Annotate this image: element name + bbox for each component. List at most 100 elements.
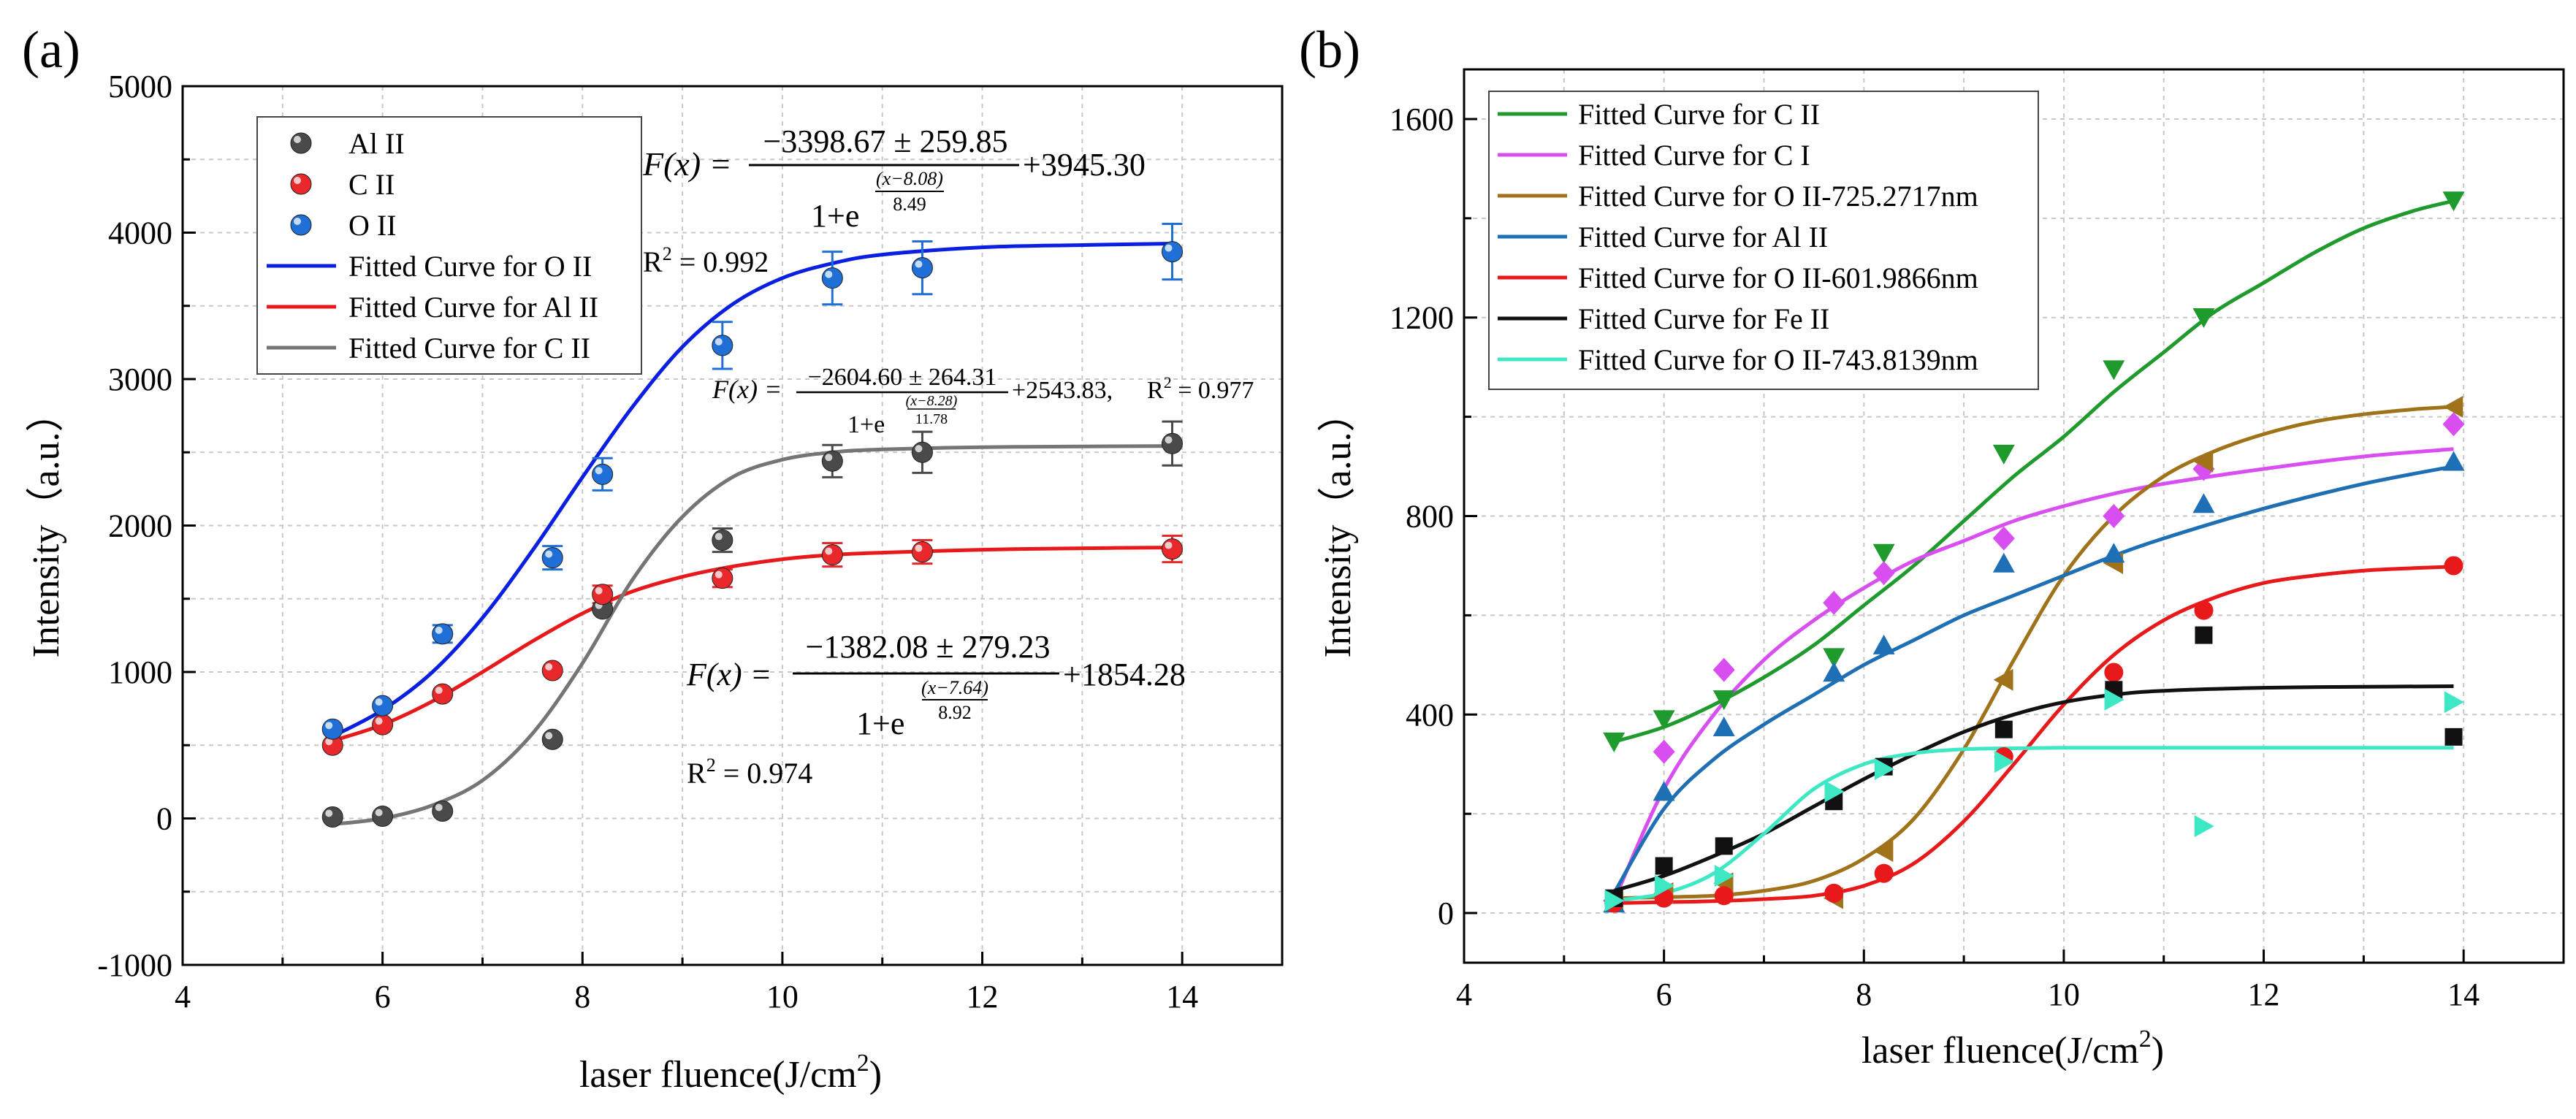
eq3-prefix: F(x) = <box>686 657 771 692</box>
panel-a-al-ii-point-highlight <box>715 532 723 541</box>
panel-b-legend-fitted-curve-for-o-ii-725-2717nm-label: Fitted Curve for O II-725.2717nm <box>1578 180 1978 213</box>
panel-b-ticks: 4 6 8 10 12 14 0 400 800 1200 1600 <box>1390 102 2565 1012</box>
panel-a-c-ii-point-body <box>1162 538 1183 560</box>
eq3-exponent-top: (x−7.64) <box>921 677 988 698</box>
panel-b-fitted-curve-for-c-ii-line <box>1613 199 2455 744</box>
panel-b-y-tick-label: 400 <box>1406 697 1454 733</box>
panel-a-o-ii-point-highlight <box>545 550 553 558</box>
panel-a-al-ii-point <box>1162 432 1183 454</box>
panel-a-c-ii-point-body <box>712 568 733 589</box>
panel-a-al-ii-point-highlight <box>375 809 383 817</box>
panel-a-legend-c-ii-label: C II <box>348 168 395 201</box>
panel-a-al-ii-point <box>541 728 563 750</box>
panel-b-fitted-curve-for-c-i-point <box>1653 739 1675 764</box>
panel-a-c-ii-point <box>911 541 933 563</box>
panel-a-y-tick-label: 1000 <box>108 654 172 690</box>
panel-a-legend-c-ii-swatch <box>290 173 312 195</box>
panel-b-fitted-curve-for-o-ii-743-8139nm-point <box>1714 865 1734 887</box>
panel-a-al-ii-point-body <box>541 728 563 750</box>
panel-a-fitted-curve-for-c-ii-line <box>332 444 1173 826</box>
panel-a-al-ii-point <box>432 800 454 822</box>
panel-a-c-ii-point-body <box>592 584 614 606</box>
panel-a-c-ii-point <box>592 584 614 606</box>
panel-b-data-points <box>1603 191 2465 913</box>
panel-a-o-ii-point <box>541 547 563 569</box>
panel-a-al-ii-point <box>712 530 733 551</box>
eq1-exponent-top: (x−8.08) <box>876 168 943 189</box>
panel-a-ticks: 4 6 8 10 12 14 -1000 0 1000 2000 3000 4000 5000 <box>97 69 1284 1015</box>
panel-a-y-tick-label: 2000 <box>108 508 172 544</box>
panel-b-y-tick-label: 1200 <box>1390 300 1454 336</box>
panel-a-o-ii-point <box>592 463 614 485</box>
panel-a-fitted-curve-for-al-ii-line <box>332 546 1173 743</box>
panel-a-legend-al-ii-swatch <box>290 132 312 154</box>
panel-b-fitted-curve-for-o-ii-601-9866nm-point <box>2444 556 2463 576</box>
equation-al-ii: F(x) = −1382.08 ± 279.23 1+e (x−7.64) 8.… <box>686 629 1186 741</box>
panel-a-c-ii-point-highlight <box>325 738 333 746</box>
panel-b-fitted-curve-for-o-ii-743-8139nm-point <box>1654 874 1674 897</box>
panel-b-legend-fitted-curve-for-o-ii-601-9866nm-label: Fitted Curve for O II-601.9866nm <box>1578 261 1978 294</box>
panel-a-c-ii-point <box>1162 538 1183 560</box>
panel-b-legend-fitted-curve-for-o-ii-743-8139nm-label: Fitted Curve for O II-743.8139nm <box>1578 343 1978 376</box>
eq1-numerator: −3398.67 ± 259.85 <box>763 123 1008 159</box>
panel-a-c-ii-point <box>432 683 454 705</box>
panel-a-x-tick-label: 14 <box>1166 979 1198 1015</box>
panel-a-c-ii-point <box>541 660 563 681</box>
panel-a-c-ii-point-highlight <box>915 544 923 552</box>
panel-b-x-tick-label: 4 <box>1456 977 1472 1012</box>
panel-b-fitted-curve-for-c-i-point <box>2103 504 2125 528</box>
panel-a-legend-o-ii-swatch <box>290 214 312 236</box>
panel-b-legend: Fitted Curve for C II Fitted Curve for C … <box>1488 91 2039 390</box>
panel-b-fitted-curve-for-c-i-point <box>1992 526 2015 551</box>
panel-a-o-ii-point-body <box>712 335 733 356</box>
panel-a-al-ii-point-highlight <box>325 809 333 817</box>
panel-b-y-tick-label: 800 <box>1406 499 1454 535</box>
panel-b-fitted-curve-for-al-ii-point <box>1992 552 2015 573</box>
r2-al-ii: R2 = 0.974 <box>687 755 812 790</box>
panel-a-c-ii-point <box>372 714 394 736</box>
panel-a-c-ii-point-body <box>911 541 933 563</box>
panel-b-x-tick-label: 10 <box>2048 977 2080 1012</box>
panel-a-x-tick-label: 6 <box>375 979 391 1015</box>
panel-a-label: (a) <box>22 20 80 79</box>
panel-a-fit-curves <box>332 242 1173 826</box>
panel-b-fitted-curve-for-fe-ii-point <box>1655 857 1673 875</box>
panel-b-fit-curves <box>1612 199 2455 905</box>
panel-a-al-ii-point <box>821 450 843 472</box>
panel-a-o-ii-point-highlight <box>915 260 923 268</box>
panel-b-fitted-curve-for-o-ii-601-9866nm-point <box>2104 662 2124 682</box>
panel-b-fitted-curve-for-fe-ii-line <box>1613 684 2454 893</box>
panel-b-fitted-curve-for-o-ii-725-2717nm-point <box>1873 840 1894 863</box>
panel-b-legend-fitted-curve-for-c-i-label: Fitted Curve for C I <box>1578 139 1810 172</box>
eq3-suffix: +1854.28 <box>1063 657 1186 692</box>
panel-b-fitted-curve-for-al-ii-point <box>1653 781 1675 801</box>
panel-b-legend-fitted-curve-for-c-ii-label: Fitted Curve for C II <box>1578 98 1820 131</box>
panel-b-fitted-curve-for-c-ii-point <box>2442 191 2465 212</box>
eq1-denominator: 1+e <box>811 198 859 234</box>
eq1-exponent-bottom: 8.49 <box>893 194 926 215</box>
panel-a-al-ii-point-highlight <box>435 803 443 811</box>
panel-a-y-tick-label: 4000 <box>108 215 172 251</box>
panel-a-legend-fitted-curve-for-o-ii-label: Fitted Curve for O II <box>348 250 592 283</box>
panel-a-al-ii-point <box>321 806 343 828</box>
panel-b-fitted-curve-for-al-ii-point <box>1823 662 1845 682</box>
panel-a-al-ii-point-body <box>821 450 843 472</box>
panel-a-x-axis-title: laser fluence(J/cm2) <box>579 1050 882 1096</box>
eq2-suffix: +2543.83, <box>1012 377 1113 404</box>
panel-a-legend-fitted-curve-for-al-ii-label: Fitted Curve for Al II <box>348 291 598 324</box>
panel-b-x-tick-label: 8 <box>1856 977 1872 1012</box>
panel-b-fitted-curve-for-c-ii-point <box>1603 732 1626 752</box>
panel-a-o-ii-point <box>432 623 454 645</box>
panel-a-o-ii-point-highlight <box>715 337 723 345</box>
panel-a-o-ii-point-body <box>432 623 454 645</box>
panel-a-al-ii-point-body <box>911 441 933 463</box>
panel-a-c-ii-point-highlight <box>715 570 723 578</box>
panel-a-legend-o-ii-swatch-body <box>290 214 312 236</box>
panel-b-fitted-curve-for-c-ii-point <box>1992 444 2015 465</box>
panel-a-o-ii-point-body <box>592 463 614 485</box>
panel-b-fitted-curve-for-fe-ii-point <box>2444 727 2463 746</box>
panel-a-legend-c-ii-swatch-highlight <box>294 177 301 184</box>
panel-a-o-ii-point <box>821 267 843 289</box>
panel-b-fitted-curve-for-c-i-point <box>1823 590 1845 615</box>
panel-a-o-ii-point-body <box>821 267 843 289</box>
